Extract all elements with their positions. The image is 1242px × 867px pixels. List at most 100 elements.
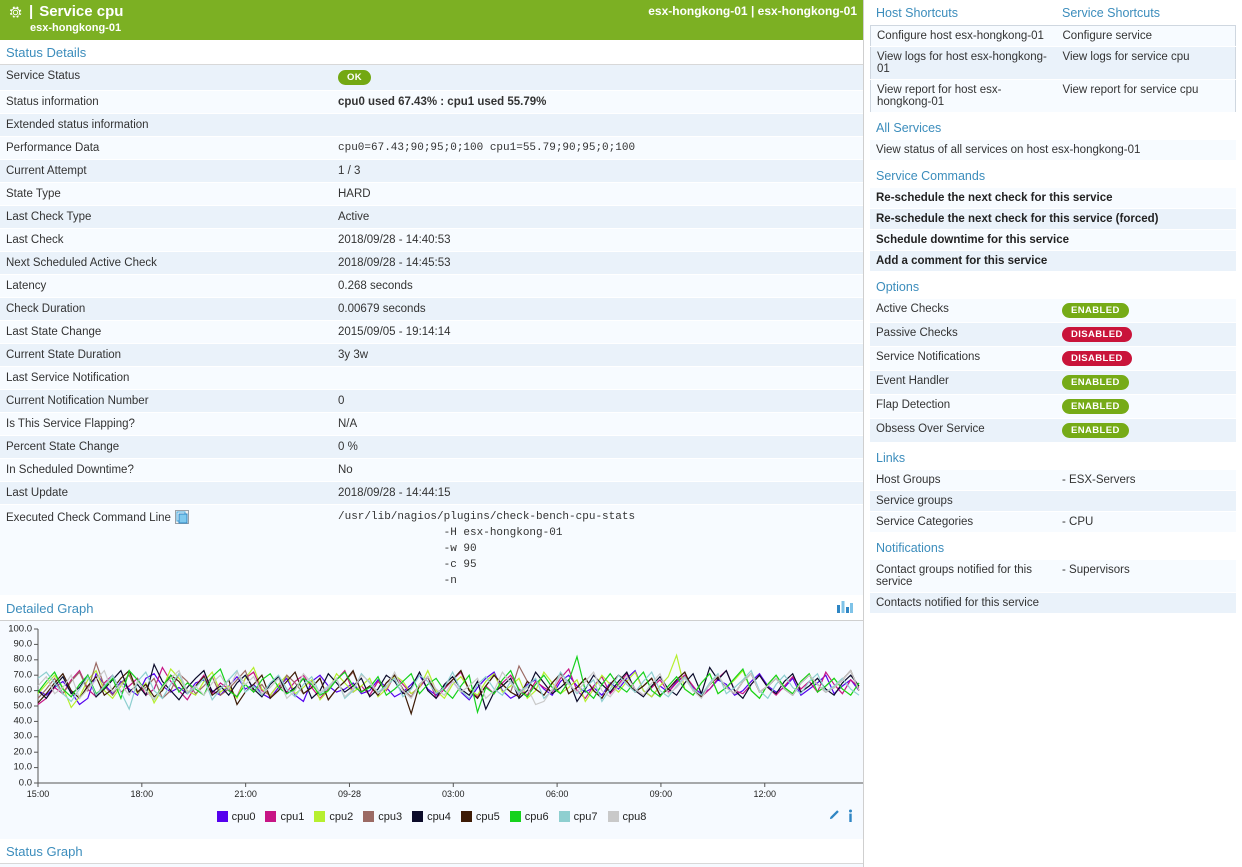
status-detail-value: 0.00679 seconds (332, 297, 863, 321)
option-state[interactable]: ENABLED (1056, 299, 1236, 323)
status-detail-label: Last Update (0, 481, 332, 505)
status-detail-label: Last Check (0, 228, 332, 252)
detailed-graph-plot[interactable]: 0.0 10.0 20.0 30.0 40.0 50.0 60.0 70.0 80.0 90.0 1… (0, 620, 863, 839)
option-label: Active Checks (870, 299, 1056, 323)
breadcrumb-service-link[interactable]: esx-hongkong-01 (757, 4, 857, 18)
y-tick-label: 50.0 (13, 700, 33, 712)
status-detail-value: cpu0 used 67.43% : cpu1 used 55.79% (332, 90, 863, 114)
legend-item[interactable]: cpu8 (607, 811, 646, 823)
notifications-table: Contact groups notified for this service… (870, 560, 1236, 614)
x-tick-label: 03:00 (442, 788, 465, 799)
breadcrumb-host-link[interactable]: esx-hongkong-01 (648, 4, 748, 18)
notifications-title: Notifications (876, 541, 945, 555)
notification-label: Contacts notified for this service (870, 592, 1056, 614)
service-command-link[interactable]: Add a comment for this service (870, 250, 1236, 272)
status-detail-row: Current State Duration 3y 3w (0, 343, 863, 367)
host-shortcuts-title: Host Shortcuts (876, 6, 958, 20)
status-detail-row: Percent State Change 0 % (0, 435, 863, 459)
option-label: Obsess Over Service (870, 418, 1056, 443)
status-detail-value: Active (332, 205, 863, 229)
status-detail-value (332, 113, 863, 137)
options-table: Active Checks ENABLED Passive Checks DISABL… (870, 299, 1236, 443)
info-icon[interactable] (846, 809, 855, 826)
status-detail-label: Status information (0, 90, 332, 114)
notification-label: Contact groups notified for this service (870, 560, 1056, 593)
y-tick-label: 80.0 (13, 653, 33, 665)
legend-swatch (558, 811, 570, 823)
option-row: Active Checks ENABLED (870, 299, 1236, 323)
notification-value[interactable]: - Supervisors (1056, 560, 1236, 593)
link-value[interactable]: - ESX-Servers (1056, 470, 1236, 491)
option-row: Passive Checks DISABLED (870, 322, 1236, 347)
option-state[interactable]: DISABLED (1056, 346, 1236, 371)
main-column: | Service cpu esx-hongkong-01 esx-hongko… (0, 0, 863, 867)
status-detail-value (332, 366, 863, 390)
x-tick-label: 09-28 (337, 788, 361, 799)
option-state-badge: ENABLED (1062, 303, 1129, 318)
breadcrumb-separator: | (750, 4, 755, 18)
service-command-link[interactable]: Re-schedule the next check for this serv… (870, 188, 1236, 209)
host-shortcut-link[interactable]: Configure host esx-hongkong-01 (870, 25, 1057, 47)
status-details-title: Status Details (0, 40, 863, 65)
legend-item[interactable]: cpu3 (363, 811, 402, 823)
legend-label: cpu3 (378, 810, 403, 823)
chart-series-cpu7 (37, 669, 860, 711)
sidebar-kv-row: Contact groups notified for this service… (870, 560, 1236, 593)
copy-icon[interactable] (174, 510, 189, 524)
x-tick-label: 06:00 (545, 788, 569, 799)
option-state-badge: ENABLED (1062, 423, 1129, 438)
status-detail-row: Extended status information (0, 113, 863, 137)
option-state[interactable]: ENABLED (1056, 418, 1236, 443)
service-command-link[interactable]: Schedule downtime for this service (870, 229, 1236, 251)
bar-chart-icon[interactable] (837, 599, 853, 616)
command-line-text: /usr/lib/nagios/plugins/check-bench-cpu-… (338, 511, 636, 587)
service-command-row: Schedule downtime for this service (870, 229, 1236, 251)
legend-item[interactable]: cpu1 (265, 811, 304, 823)
chart-series-cpu6 (37, 654, 860, 715)
legend-label: cpu2 (329, 810, 354, 823)
status-detail-label: Current State Duration (0, 343, 332, 367)
service-command-link[interactable]: Re-schedule the next check for this serv… (870, 208, 1236, 230)
status-detail-row: Service Status OK (0, 65, 863, 91)
sidebar-kv-row: Contacts notified for this service (870, 592, 1236, 614)
status-detail-value: 0.268 seconds (332, 274, 863, 298)
status-detail-label: Extended status information (0, 113, 332, 137)
gear-icon[interactable] (8, 5, 23, 20)
options-title: Options (876, 280, 920, 294)
legend-item[interactable]: cpu2 (314, 811, 353, 823)
host-shortcut-link[interactable]: View logs for host esx-hongkong-01 (870, 46, 1057, 80)
all-services-link[interactable]: View status of all services on host esx-… (870, 140, 1236, 161)
option-row: Obsess Over Service ENABLED (870, 418, 1236, 443)
legend-swatch (216, 811, 228, 823)
legend-item[interactable]: cpu6 (509, 811, 549, 823)
option-state[interactable]: ENABLED (1056, 394, 1236, 419)
status-detail-value: 2015/09/05 - 19:14:14 (332, 320, 863, 344)
legend-item[interactable]: cpu5 (460, 811, 500, 823)
executed-command-value: /usr/lib/nagios/plugins/check-bench-cpu-… (332, 504, 863, 596)
host-shortcut-link[interactable]: View report for host esx-hongkong-01 (870, 79, 1057, 113)
link-value[interactable]: - CPU (1056, 511, 1236, 533)
status-detail-row: Performance Data cpu0=67.43;90;95;0;100 c… (0, 136, 863, 160)
option-state[interactable]: ENABLED (1056, 370, 1236, 395)
service-commands-title: Service Commands (876, 169, 986, 183)
service-shortcut-link[interactable]: Configure service (1056, 25, 1236, 47)
legend-item[interactable]: cpu7 (558, 811, 598, 823)
link-value[interactable] (1056, 490, 1236, 512)
status-detail-label: Latency (0, 274, 332, 298)
y-tick-label: 0.0 (18, 777, 32, 789)
service-command-row: Re-schedule the next check for this serv… (870, 208, 1236, 230)
legend-item[interactable]: cpu0 (216, 811, 255, 823)
status-detail-label: Is This Service Flapping? (0, 412, 332, 436)
option-state[interactable]: DISABLED (1056, 322, 1236, 347)
graph-tools (827, 809, 855, 826)
x-tick-label: 09:00 (649, 788, 673, 799)
notification-value[interactable] (1056, 592, 1236, 614)
service-shortcut-link[interactable]: View logs for service cpu (1056, 46, 1236, 80)
option-state-badge: DISABLED (1062, 327, 1132, 342)
legend-item[interactable]: cpu4 (412, 811, 451, 823)
pencil-icon[interactable] (827, 809, 840, 825)
service-shortcut-link[interactable]: View report for service cpu (1056, 79, 1236, 113)
status-detail-label: Current Attempt (0, 159, 332, 183)
